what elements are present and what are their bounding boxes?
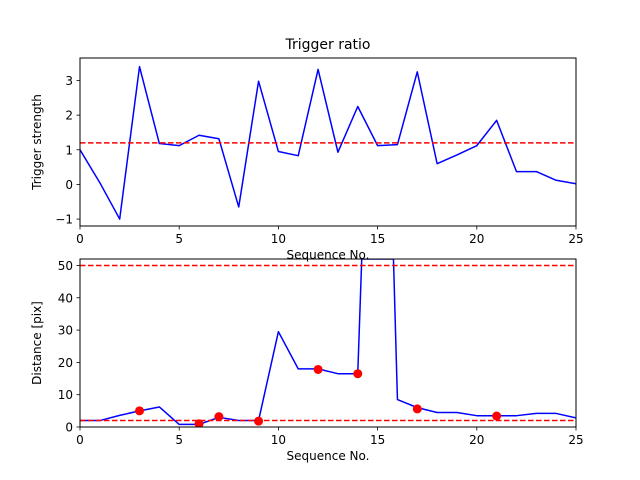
axes-frame [79, 57, 577, 227]
plot-area [80, 65, 576, 220]
plot-area [80, 259, 576, 427]
y-tick-label: 50 [58, 259, 73, 273]
data-point-marker [353, 369, 363, 379]
y-tick-label: 20 [58, 356, 73, 370]
x-tick-label: 25 [568, 433, 583, 447]
data-point-marker [214, 412, 224, 422]
y-tick-label: 2 [65, 109, 73, 123]
series-line-0 [80, 259, 576, 426]
x-axis-label: Sequence No. [287, 449, 370, 463]
x-tick-label: 5 [175, 232, 183, 246]
y-tick-label: 1 [65, 143, 73, 157]
x-tick-label: 25 [568, 232, 583, 246]
x-tick-label: 15 [370, 232, 385, 246]
x-tick-label: 20 [469, 433, 484, 447]
y-tick-label: 40 [58, 291, 73, 305]
y-tick-label: 30 [58, 324, 73, 338]
y-tick-label: 0 [65, 178, 73, 192]
y-tick-label: −1 [55, 213, 73, 227]
bottom-axes: 0 5 10 15 20 25 0 10 20 30 40 50 Sequence No. Distanc… [30, 258, 584, 463]
x-tick-label: 0 [76, 433, 84, 447]
axes-frame [79, 258, 577, 428]
x-tick-label: 0 [76, 232, 84, 246]
x-tick-label: 10 [271, 232, 286, 246]
y-axis-label: Distance [pix] [30, 301, 44, 385]
x-tick-label: 5 [175, 433, 183, 447]
data-point-marker [194, 419, 204, 427]
x-tick-label: 15 [370, 433, 385, 447]
data-point-marker [492, 411, 502, 421]
y-tick-label: 10 [58, 388, 73, 402]
x-tick-label: 10 [271, 433, 286, 447]
y-axis-label: Trigger strength [30, 94, 44, 191]
y-tick-label: 3 [65, 74, 73, 88]
y-tick-label: 0 [65, 421, 73, 435]
data-point-marker [412, 404, 422, 414]
series-line-0 [80, 65, 576, 220]
x-tick-label: 20 [469, 232, 484, 246]
x-axis-label: Sequence No. [287, 248, 370, 262]
data-point-marker [313, 364, 323, 374]
data-point-marker [254, 416, 264, 426]
data-point-marker [135, 406, 145, 416]
chart-title: Trigger ratio [284, 37, 370, 53]
